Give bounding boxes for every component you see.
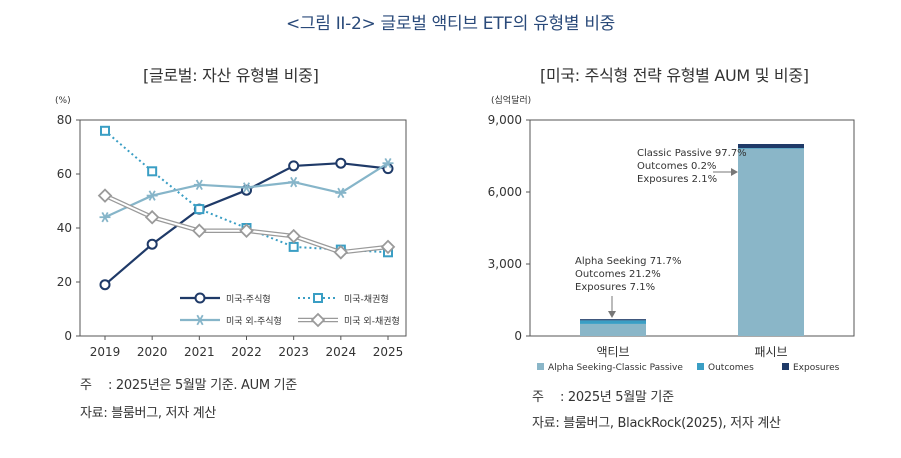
right-y-tick-label: 6,000: [488, 185, 522, 199]
left-series-2-point: [382, 157, 394, 169]
right-plot-frame: [529, 119, 855, 337]
left-series-3-point: [333, 245, 349, 260]
bar-segment: [580, 323, 646, 336]
left-series-2-point-stroke: [337, 187, 345, 199]
left-series-3-point: [286, 228, 301, 244]
left-series-2-point-stroke: [148, 190, 156, 201]
passive-annotation-arrowhead: [731, 168, 738, 176]
left-series-2-point: [241, 182, 252, 193]
right-legend-label: Exposures: [793, 363, 840, 373]
right-legend-swatch: [782, 363, 789, 370]
left-y-tick-label: 80: [57, 113, 72, 127]
bar-segment: [738, 148, 804, 336]
legend-marker: [310, 312, 326, 328]
left-series-2-point: [193, 179, 205, 191]
left-series-3-point: [97, 188, 113, 203]
left-series-1-point: [194, 204, 205, 215]
left-x-tick-label: 2021: [184, 345, 215, 359]
bar-segment: [738, 144, 804, 149]
legend-marker: [313, 293, 323, 303]
left-series-2-point-stroke: [101, 211, 109, 223]
left-series-3-point: [239, 223, 254, 238]
right-y-tick-label: 0: [514, 329, 522, 343]
left-y-tick-label: 0: [64, 329, 72, 343]
left-series-2-point-stroke: [242, 182, 251, 193]
left-y-tick-label: 20: [57, 275, 72, 289]
active-annotation-arrowhead: [608, 311, 616, 318]
left-y-tick-label: 40: [57, 221, 72, 235]
left-x-tick-label: 2022: [231, 345, 262, 359]
left-series-1-point: [100, 125, 110, 136]
left-series-0-point: [146, 238, 158, 250]
left-y-unit: (%): [55, 96, 71, 106]
legend-label: 미국 외-채권형: [344, 315, 400, 327]
legend-label: 미국-주식형: [226, 294, 271, 305]
right-legend-swatch: [537, 363, 544, 370]
bar-segment: [580, 319, 646, 321]
right-legend-swatch: [697, 363, 704, 370]
left-series-3-point: [380, 239, 396, 255]
legend-marker-stroke: [196, 314, 204, 326]
left-x-tick-label: 2024: [326, 345, 357, 359]
left-series-3-point: [192, 223, 207, 238]
right-note-text: : 2025년 5월말 기준: [560, 390, 674, 405]
bar-segment: [580, 320, 646, 324]
left-series-0-point: [288, 160, 300, 172]
active-annotation-line: Outcomes 21.2%: [575, 269, 661, 280]
figure-title: <그림 II-2> 글로벌 액티브 ETF의 유형별 비중: [285, 14, 616, 34]
passive-annotation-line: Exposures 2.1%: [637, 174, 717, 185]
left-series-2-point-stroke: [290, 176, 298, 188]
left-y-tick-label: 60: [57, 167, 72, 181]
left-series-0-point: [335, 157, 347, 169]
legend-marker: [194, 292, 206, 304]
left-note-label: 주: [80, 378, 92, 393]
right-note-label: 주: [532, 390, 544, 405]
left-series-2-point-stroke: [195, 179, 203, 191]
right-note: 주 : 2025년 5월말 기준: [532, 386, 674, 405]
active-annotation-line: Alpha Seeking 71.7%: [575, 256, 681, 267]
left-series-1-point: [288, 241, 299, 252]
left-chart-title: [글로벌: 자산 유형별 비중]: [143, 66, 319, 85]
left-note: 주 : 2025년은 5월말 기준. AUM 기준: [80, 374, 297, 393]
passive-annotation-line: Classic Passive 97.7%: [637, 148, 747, 159]
right-y-tick-label: 3,000: [488, 257, 522, 271]
right-legend-label: Outcomes: [708, 363, 754, 373]
right-x-tick-label: 패시브: [754, 345, 787, 359]
legend-label: 미국 외-주식형: [226, 315, 282, 327]
left-series-2-point: [288, 176, 300, 188]
left-series-1-point: [147, 166, 158, 177]
passive-annotation-line: Outcomes 0.2%: [637, 161, 716, 172]
left-series-0-point: [99, 279, 111, 291]
left-note-text: : 2025년은 5월말 기준. AUM 기준: [108, 378, 297, 393]
left-x-tick-label: 2023: [278, 345, 309, 359]
right-chart-title: [미국: 주식형 전략 유형별 AUM 및 비중]: [540, 66, 809, 85]
legend-label: 미국-채권형: [344, 293, 389, 305]
right-y-unit: (십억달러): [491, 94, 531, 106]
left-series-3-point: [144, 209, 160, 225]
bar-segment: [738, 148, 804, 149]
active-annotation-line: Exposures 7.1%: [575, 282, 655, 293]
right-source: 자료: 블룸버그, BlackRock(2025), 저자 계산: [532, 416, 781, 431]
left-series-2-point: [335, 187, 347, 199]
legend-marker: [194, 314, 206, 326]
left-series-2-point-stroke: [384, 157, 392, 169]
right-x-tick-label: 액티브: [596, 345, 629, 359]
left-series-2-point: [146, 190, 158, 201]
left-source: 자료: 블룸버그, 저자 계산: [80, 406, 217, 421]
right-legend-label: Alpha Seeking-Classic Passive: [548, 363, 683, 373]
left-series-2-point: [99, 211, 111, 223]
left-x-tick-label: 2025: [373, 345, 404, 359]
left-x-tick-label: 2020: [137, 345, 168, 359]
left-x-tick-label: 2019: [90, 345, 121, 359]
right-y-tick-label: 9,000: [488, 113, 522, 127]
